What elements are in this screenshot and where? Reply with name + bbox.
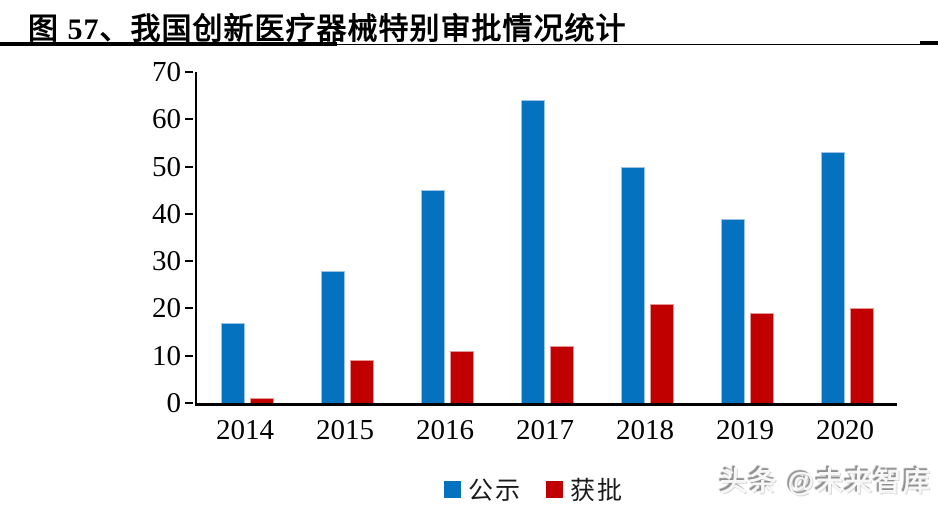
bar-series-0-2016 [421, 190, 445, 403]
bar-series-0-2018 [621, 166, 645, 403]
legend-label-1: 获批 [570, 478, 625, 505]
x-axis-label: 2020 [816, 414, 874, 446]
y-axis-label: 10 [152, 339, 181, 372]
title-rule-thin [0, 44, 920, 45]
bar-series-1-2016 [450, 351, 474, 403]
y-axis-label: 30 [152, 245, 181, 278]
bar-series-1-2017 [550, 346, 574, 403]
chart-legend: 公示 获批 [444, 471, 624, 507]
figure-title: 图 57、我国创新医疗器械特别审批情况统计 [28, 13, 627, 46]
x-axis-label: 2014 [216, 414, 274, 446]
bar-series-1-2015 [350, 360, 374, 403]
y-axis-label: 50 [152, 150, 181, 183]
y-axis-label: 20 [152, 292, 181, 325]
x-axis-label: 2015 [316, 414, 374, 446]
bar-series-0-2017 [521, 100, 545, 403]
x-axis-label: 2018 [616, 414, 674, 446]
legend-item-0: 公示 [444, 471, 522, 507]
x-axis-label: 2016 [416, 414, 474, 446]
legend-swatch-0 [444, 480, 461, 498]
y-axis-tick [185, 307, 193, 310]
y-axis-label: 70 [152, 56, 181, 88]
bar-series-0-2020 [821, 152, 845, 403]
y-axis-tick [185, 71, 193, 73]
bar-series-0-2014 [221, 322, 245, 403]
y-axis-tick [185, 354, 193, 357]
legend-label-0: 公示 [468, 478, 523, 505]
bar-series-1-2018 [650, 303, 674, 403]
bar-series-1-2014 [250, 398, 274, 403]
y-axis-tick [185, 212, 193, 215]
y-axis-label: 0 [166, 387, 182, 419]
y-axis-label: 60 [152, 103, 181, 136]
bar-series-1-2019 [750, 313, 774, 403]
bar-series-1-2020 [850, 308, 874, 403]
legend-item-1: 获批 [546, 471, 624, 507]
legend-swatch-1 [546, 480, 564, 498]
plot-area [195, 72, 897, 406]
y-axis-label: 40 [152, 197, 181, 230]
watermark: 头条 @未来智库 [720, 467, 932, 497]
y-axis-tick [185, 260, 193, 263]
y-axis-tick [185, 165, 193, 168]
x-axis-label: 2019 [716, 414, 774, 446]
bar-series-0-2015 [321, 270, 345, 403]
y-axis-tick [185, 118, 193, 121]
y-axis-tick [185, 402, 193, 404]
bar-series-0-2019 [721, 218, 745, 403]
x-axis-label: 2017 [516, 414, 574, 446]
title-rule-cap [920, 41, 938, 45]
